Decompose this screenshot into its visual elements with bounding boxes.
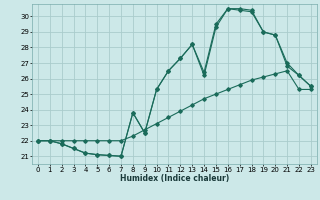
X-axis label: Humidex (Indice chaleur): Humidex (Indice chaleur)	[120, 174, 229, 183]
